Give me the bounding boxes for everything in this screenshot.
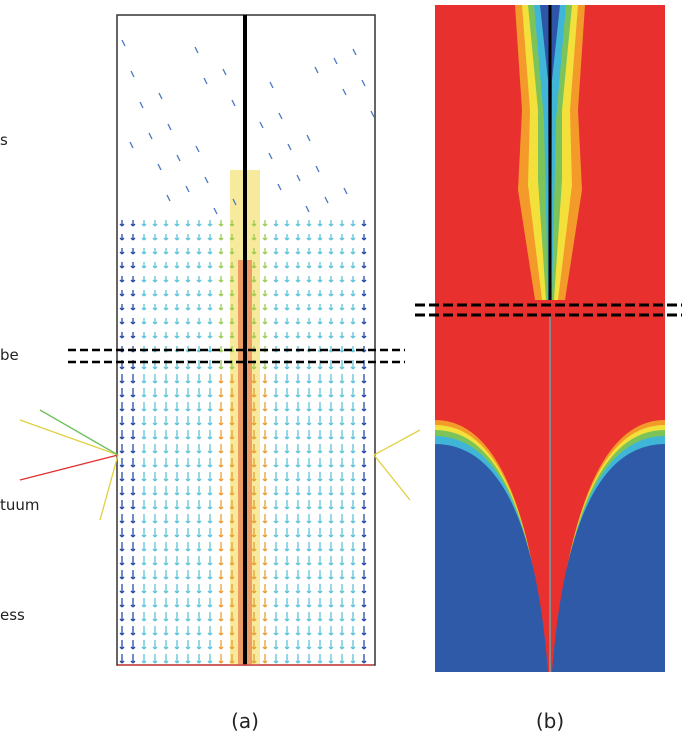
side-label: ess [0, 606, 25, 624]
side-label: s [0, 131, 8, 149]
side-label: tuum [0, 496, 40, 514]
vector-arrow [374, 430, 420, 455]
vector-arrow [40, 410, 118, 455]
panel-a [20, 15, 420, 665]
vector-arrow [100, 455, 118, 520]
caption: (a) [231, 709, 259, 733]
vector-arrow [20, 420, 118, 455]
vector-arrow [374, 455, 410, 500]
panel-b [415, 5, 682, 672]
side-label: be [0, 346, 19, 364]
caption: (b) [536, 709, 564, 733]
figure: s be tuum ess (a) (b) [0, 0, 689, 742]
vector-arrow [20, 455, 118, 480]
